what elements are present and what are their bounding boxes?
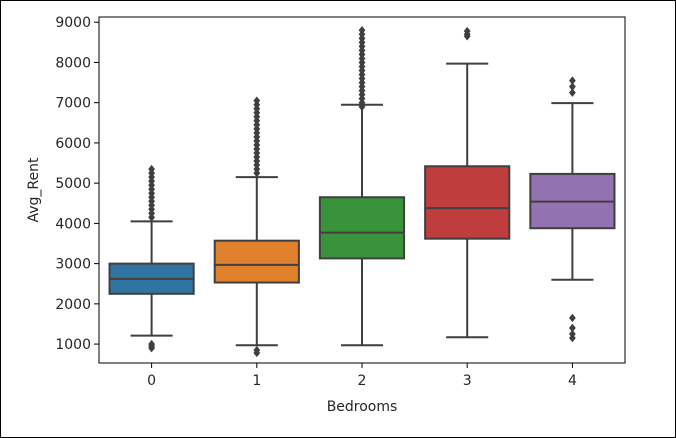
outlier-point: [569, 313, 576, 323]
outlier-point: [253, 345, 261, 355]
y-tick-label: 3000: [55, 257, 91, 273]
x-tick-label: 3: [463, 373, 472, 389]
x-tick-label: 1: [252, 373, 261, 389]
y-axis: 1000 2000 3000 4000 5000 6000 7000 8000 9000: [55, 15, 99, 353]
y-tick-label: 9000: [55, 15, 91, 31]
outlier-point: [253, 96, 261, 105]
y-tick-label: 8000: [55, 55, 91, 71]
outlier-point: [569, 82, 576, 91]
y-tick-label: 7000: [55, 96, 91, 112]
outlier-point: [148, 339, 155, 349]
outlier-point: [569, 329, 576, 339]
outlier-point: [358, 26, 366, 35]
y-tick-label: 4000: [55, 216, 91, 232]
box-group-0: [108, 164, 195, 353]
outlier-point: [569, 88, 576, 97]
box-iqr: [318, 196, 406, 260]
box-iqr: [424, 165, 511, 240]
y-tick-label: 6000: [55, 136, 91, 152]
box-group-4: [529, 76, 616, 343]
box-group-2: [318, 26, 406, 347]
y-tick-label: 1000: [55, 337, 91, 353]
x-axis: 0 1 2 3 4: [147, 363, 577, 389]
box-group-1: [213, 96, 300, 358]
outlier-point: [463, 26, 471, 36]
x-tick-label: 4: [568, 373, 577, 389]
box-group-3: [424, 26, 511, 339]
x-tick-label: 0: [147, 373, 156, 389]
y-tick-label: 2000: [55, 297, 91, 313]
outlier-point: [569, 323, 576, 333]
outlier-point: [148, 164, 155, 174]
outlier-point: [569, 76, 576, 85]
y-tick-label: 5000: [55, 176, 91, 192]
x-tick-label: 2: [358, 373, 367, 389]
x-axis-title: Bedrooms: [327, 399, 398, 415]
y-axis-title: Avg_Rent: [26, 157, 42, 223]
box-iqr: [213, 239, 300, 284]
boxes-layer: [108, 26, 616, 358]
